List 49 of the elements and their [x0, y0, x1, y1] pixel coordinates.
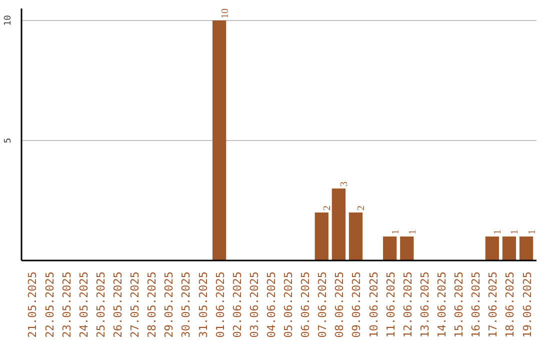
x-tick-label: 19.06.2025: [520, 271, 534, 338]
x-tick-label: 12.06.2025: [401, 271, 414, 338]
x-tick-label: 13.06.2025: [418, 271, 432, 338]
data-label: 2: [322, 206, 334, 210]
data-label: 1: [510, 230, 521, 234]
x-tick-label: 14.06.2025: [436, 271, 449, 338]
x-tick-label: 29.05.2025: [162, 271, 176, 338]
x-tick-label: 04.06.2025: [264, 271, 278, 338]
data-label: 10: [220, 8, 231, 18]
data-label: 2: [356, 206, 368, 210]
x-tick-label: 01.06.2025: [214, 271, 227, 338]
data-label: 1: [526, 230, 538, 234]
x-tick-label: 28.05.2025: [146, 271, 159, 338]
data-label: 1: [492, 230, 504, 234]
bar: [332, 188, 346, 260]
x-tick-label: 22.05.2025: [43, 271, 56, 338]
x-tick-label: 11.06.2025: [384, 271, 398, 338]
x-tick-label: 06.06.2025: [299, 271, 312, 338]
data-label: 1: [390, 230, 402, 234]
x-tick-label: 02.06.2025: [230, 271, 244, 338]
data-label: 1: [407, 230, 418, 234]
x-tick-label: 23.05.2025: [60, 271, 74, 338]
bar: [400, 236, 414, 260]
bar: [212, 20, 226, 260]
x-tick-label: 05.06.2025: [282, 271, 296, 338]
x-tick-label: 17.06.2025: [486, 271, 500, 338]
bar: [314, 212, 328, 260]
x-tick-label: 26.05.2025: [111, 271, 124, 338]
bar: [519, 236, 534, 260]
x-tick-label: 08.06.2025: [333, 271, 346, 338]
x-tick-label: 24.05.2025: [77, 271, 90, 338]
bar: [502, 236, 516, 260]
x-tick-label: 10.06.2025: [367, 271, 380, 338]
x-tick-label: 31.05.2025: [196, 271, 210, 338]
x-tick-label: 21.05.2025: [26, 271, 40, 338]
bar: [383, 236, 397, 260]
x-tick-label: 15.06.2025: [452, 271, 466, 338]
x-tick-label: 27.05.2025: [128, 271, 142, 338]
x-tick-label: 09.06.2025: [350, 271, 364, 338]
bar: [485, 236, 499, 260]
y-tick-label: 5: [4, 138, 14, 144]
x-tick-label: 18.06.2025: [504, 271, 517, 338]
x-tick-label: 16.06.2025: [470, 271, 483, 338]
x-tick-label: 30.05.2025: [180, 271, 193, 338]
x-tick-label: 25.05.2025: [94, 271, 108, 338]
bar: [348, 212, 363, 260]
x-tick-label: 07.06.2025: [316, 271, 330, 338]
data-label: 3: [339, 182, 350, 186]
x-tick-label: 03.06.2025: [248, 271, 261, 338]
